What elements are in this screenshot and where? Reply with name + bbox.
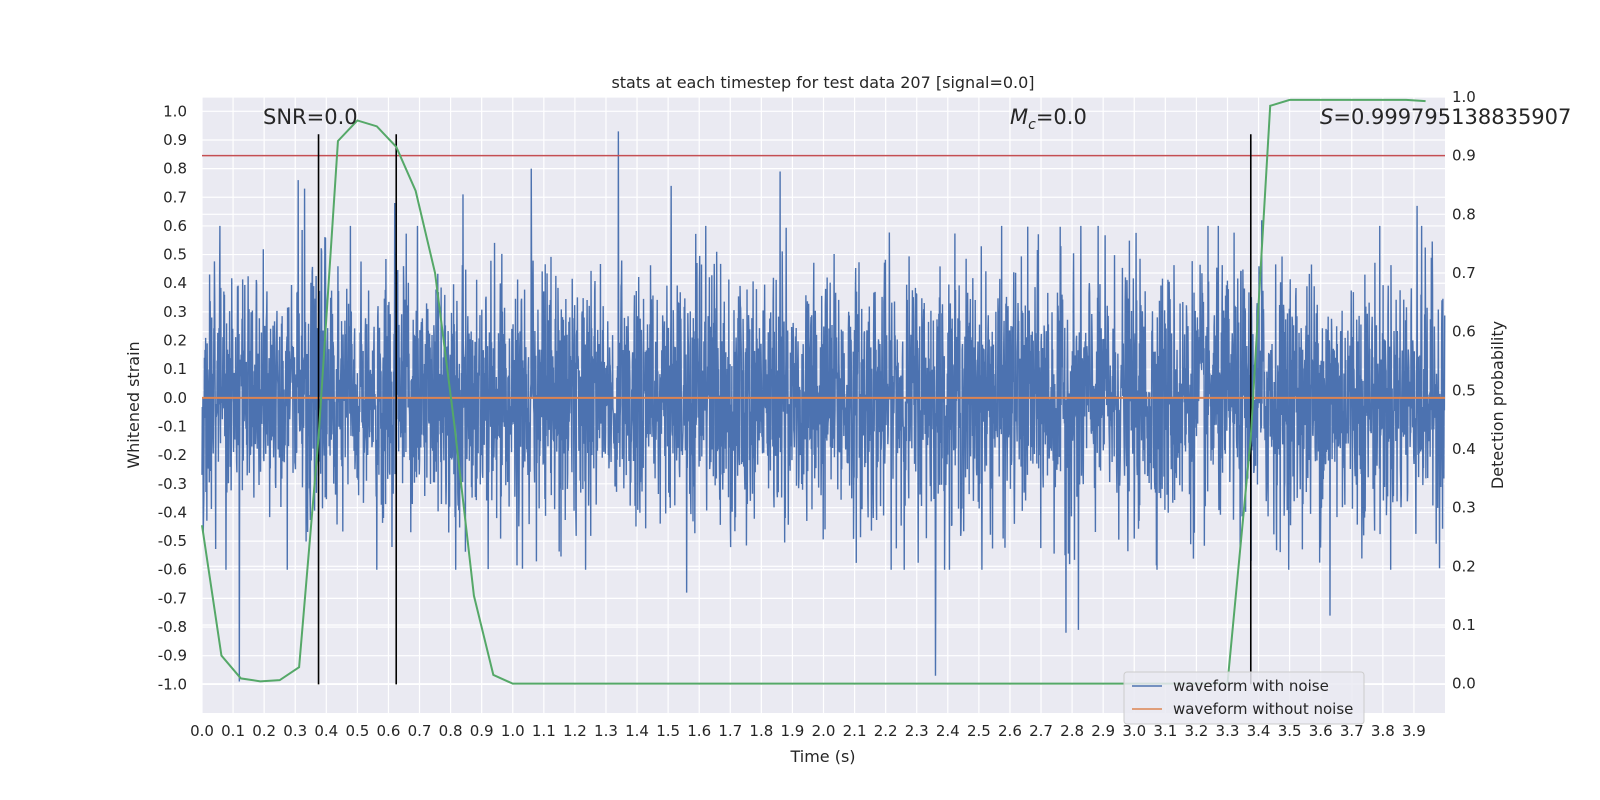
y-tick-label: 0.1	[163, 360, 187, 378]
x-tick-label: 3.3	[1216, 722, 1240, 740]
x-tick-label: 2.9	[1091, 722, 1115, 740]
s-symbol: S	[1320, 105, 1333, 129]
x-tick-label: 2.1	[843, 722, 867, 740]
y-tick-label: -0.7	[158, 589, 187, 607]
x-tick-label: 0.3	[283, 722, 307, 740]
y2-tick-label: 1.0	[1452, 88, 1476, 106]
x-tick-label: 2.3	[905, 722, 929, 740]
y-tick-label: -0.6	[158, 561, 187, 579]
x-tick-label: 1.4	[625, 722, 649, 740]
y-tick-label: 0.2	[163, 332, 187, 350]
mc-value: =0.0	[1036, 105, 1087, 129]
x-tick-label: 0.5	[345, 722, 369, 740]
x-tick-label: 1.3	[594, 722, 618, 740]
x-tick-label: 1.5	[656, 722, 680, 740]
x-axis-label: Time (s)	[789, 747, 855, 766]
x-tick-label: 1.9	[780, 722, 804, 740]
x-tick-label: 3.8	[1371, 722, 1395, 740]
y-tick-label: -0.3	[158, 475, 187, 493]
y-tick-label: -1.0	[158, 675, 187, 693]
x-tick-label: 3.6	[1309, 722, 1333, 740]
x-tick-label: 2.7	[1029, 722, 1053, 740]
y-tick-label: 1.0	[163, 102, 187, 120]
y-tick-label: 0.3	[163, 303, 187, 321]
x-tick-label: 0.1	[221, 722, 245, 740]
x-tick-label: 0.9	[470, 722, 494, 740]
y-tick-label: 0.4	[163, 274, 187, 292]
mc-symbol: M	[1010, 105, 1028, 129]
mc-annotation: Mc=0.0	[1010, 105, 1087, 133]
x-tick-label: 2.5	[967, 722, 991, 740]
x-tick-label: 2.4	[936, 722, 960, 740]
y-tick-label: -0.5	[158, 532, 187, 550]
y-tick-label: -0.1	[158, 417, 187, 435]
y-tick-label: -0.4	[158, 503, 187, 521]
y2-axis-label: Detection probability	[1488, 321, 1507, 489]
x-tick-label: 3.2	[1184, 722, 1208, 740]
y2-tick-label: 0.8	[1452, 205, 1476, 223]
y2-tick-label: 0.5	[1452, 381, 1476, 399]
x-tick-labels: 0.0 0.1 0.2 0.3 0.4 0.5 0.6 0.7 0.8 0.9 1.0 1.1 1.2 1…	[190, 722, 1426, 740]
x-tick-label: 3.4	[1247, 722, 1271, 740]
x-tick-label: 2.6	[998, 722, 1022, 740]
x-tick-label: 0.0	[190, 722, 214, 740]
chart-title: stats at each timestep for test data 207…	[611, 73, 1034, 92]
y-tick-label: -0.2	[158, 446, 187, 464]
y-tick-label: 0.7	[163, 188, 187, 206]
x-tick-label: 3.9	[1402, 722, 1426, 740]
y-tick-label: 0.0	[163, 389, 187, 407]
x-tick-label: 1.6	[687, 722, 711, 740]
x-tick-label: 1.7	[718, 722, 742, 740]
x-tick-label: 0.7	[408, 722, 432, 740]
series-waveform-with-noise	[201, 131, 1446, 682]
y2-tick-label: 0.3	[1452, 499, 1476, 517]
legend: waveform with noise waveform without noi…	[1123, 671, 1365, 725]
x-tick-label: 3.5	[1278, 722, 1302, 740]
legend-box	[1123, 671, 1365, 725]
y-axis-label: Whitened strain	[124, 341, 143, 468]
y2-tick-label: 0.7	[1452, 264, 1476, 282]
y2-tick-label: 0.2	[1452, 557, 1476, 575]
x-tick-label: 0.4	[314, 722, 338, 740]
snr-annotation: SNR=0.0	[263, 105, 358, 129]
x-tick-label: 1.0	[501, 722, 525, 740]
y-tick-labels: 1.0 0.9 0.8 0.7 0.6 0.5 0.4 0.3 0.2 0.1 0.0 -0.1 -0.…	[158, 102, 187, 693]
y2-tick-label: 0.4	[1452, 440, 1476, 458]
y2-tick-label: 0.6	[1452, 323, 1476, 341]
series-detection-probability	[201, 98, 1426, 685]
y-tick-label: 0.6	[163, 217, 187, 235]
series-layer	[201, 98, 1446, 685]
y-tick-label: -0.9	[158, 647, 187, 665]
x-tick-label: 3.0	[1122, 722, 1146, 740]
mc-subscript: c	[1028, 117, 1036, 133]
y2-tick-label: 0.0	[1452, 675, 1476, 693]
y2-tick-label: 0.9	[1452, 147, 1476, 165]
y-tick-label: 0.8	[163, 160, 187, 178]
legend-label-no-noise: waveform without noise	[1173, 700, 1353, 718]
y2-tick-label: 0.1	[1452, 616, 1476, 634]
x-tick-label: 0.8	[439, 722, 463, 740]
y-tick-label: -0.8	[158, 618, 187, 636]
x-tick-label: 2.8	[1060, 722, 1084, 740]
x-tick-label: 1.8	[749, 722, 773, 740]
y-tick-label: 0.5	[163, 246, 187, 264]
x-tick-label: 3.7	[1340, 722, 1364, 740]
y2-tick-labels: 1.0 0.9 0.8 0.7 0.6 0.5 0.4 0.3 0.2 0.1 0.0	[1452, 88, 1476, 693]
legend-label-noise: waveform with noise	[1173, 677, 1329, 695]
x-tick-label: 2.2	[874, 722, 898, 740]
x-tick-label: 3.1	[1153, 722, 1177, 740]
s-annotation: S=0.999795138835907	[1320, 105, 1571, 129]
x-tick-label: 0.2	[252, 722, 276, 740]
x-tick-label: 1.1	[532, 722, 556, 740]
y-tick-label: 0.9	[163, 131, 187, 149]
x-tick-label: 1.2	[563, 722, 587, 740]
s-value: =0.999795138835907	[1333, 105, 1571, 129]
x-tick-label: 0.6	[377, 722, 401, 740]
x-tick-label: 2.0	[812, 722, 836, 740]
